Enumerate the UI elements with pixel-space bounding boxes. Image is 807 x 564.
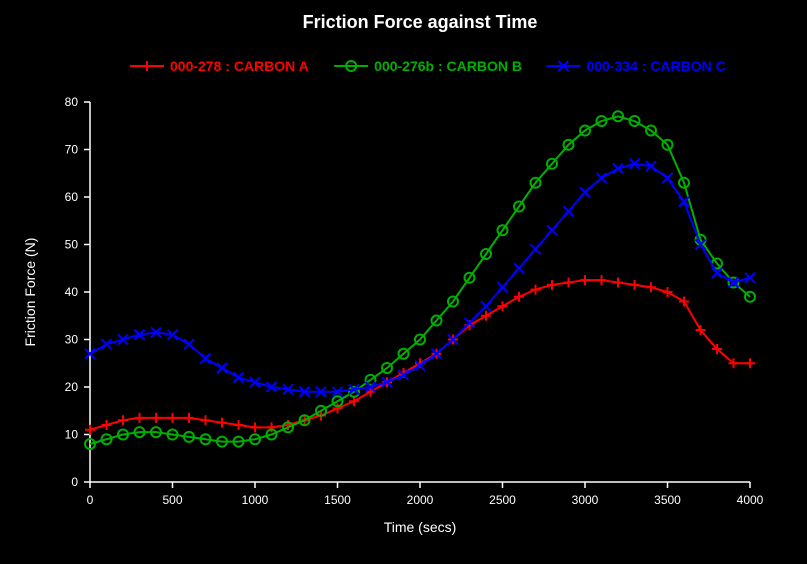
chart-title: Friction Force against Time [303, 12, 538, 32]
y-tick-label: 40 [65, 285, 79, 299]
x-tick-label: 2500 [489, 493, 516, 507]
y-tick-label: 60 [65, 190, 79, 204]
x-tick-label: 3000 [572, 493, 599, 507]
x-tick-label: 1000 [242, 493, 269, 507]
x-tick-label: 4000 [737, 493, 764, 507]
x-tick-label: 2000 [407, 493, 434, 507]
x-tick-label: 1500 [324, 493, 351, 507]
y-tick-label: 0 [71, 475, 78, 489]
y-tick-label: 20 [65, 380, 79, 394]
x-tick-label: 500 [162, 493, 182, 507]
x-tick-label: 3500 [654, 493, 681, 507]
y-tick-label: 70 [65, 143, 79, 157]
y-axis-label: Friction Force (N) [22, 238, 38, 347]
series-carbon-a [85, 275, 755, 435]
y-tick-label: 10 [65, 428, 79, 442]
legend-label: 000-276b : CARBON B [374, 58, 522, 74]
legend-label: 000-278 : CARBON A [170, 58, 309, 74]
friction-chart: Friction Force against Time0500100015002… [0, 0, 807, 564]
legend: 000-278 : CARBON A 000-276b : CARBON B 000… [130, 58, 726, 74]
legend-label: 000-334 : CARBON C [586, 58, 725, 74]
y-tick-label: 50 [65, 238, 79, 252]
y-tick-label: 30 [65, 333, 79, 347]
x-tick-label: 0 [87, 493, 94, 507]
x-axis-label: Time (secs) [384, 519, 457, 535]
y-tick-label: 80 [65, 95, 79, 109]
